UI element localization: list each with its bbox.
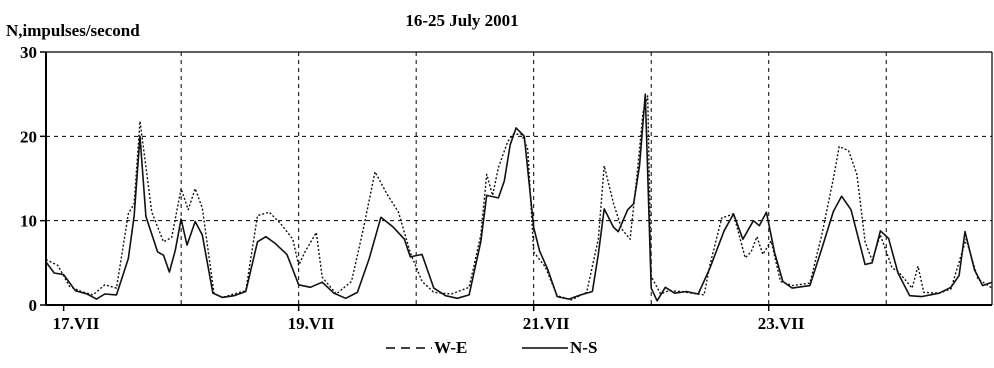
legend: W-E N-S xyxy=(386,338,597,357)
y-tick-label: 30 xyxy=(20,43,37,62)
legend-label: N-S xyxy=(570,338,597,357)
series-line-n-s xyxy=(45,93,993,302)
chart-title: 16-25 July 2001 xyxy=(405,11,518,30)
x-tick-label: 17.VII xyxy=(53,314,100,333)
x-tick-label: 21.VII xyxy=(523,314,570,333)
y-tick-label: 0 xyxy=(29,296,38,315)
legend-label: W-E xyxy=(434,338,467,357)
y-tick-label: 10 xyxy=(20,212,37,231)
y-tick-label: 20 xyxy=(20,127,37,146)
series-line-w-e xyxy=(45,95,993,301)
x-tick-label: 19.VII xyxy=(288,314,335,333)
axes: 0 10 20 30 17.VII 19.VII 21.VII 23.VII xyxy=(20,43,993,333)
y-axis-label: N,impulses/second xyxy=(6,21,140,40)
x-tick-label: 23.VII xyxy=(758,314,805,333)
plot-lines xyxy=(45,93,993,302)
grid xyxy=(46,52,992,305)
